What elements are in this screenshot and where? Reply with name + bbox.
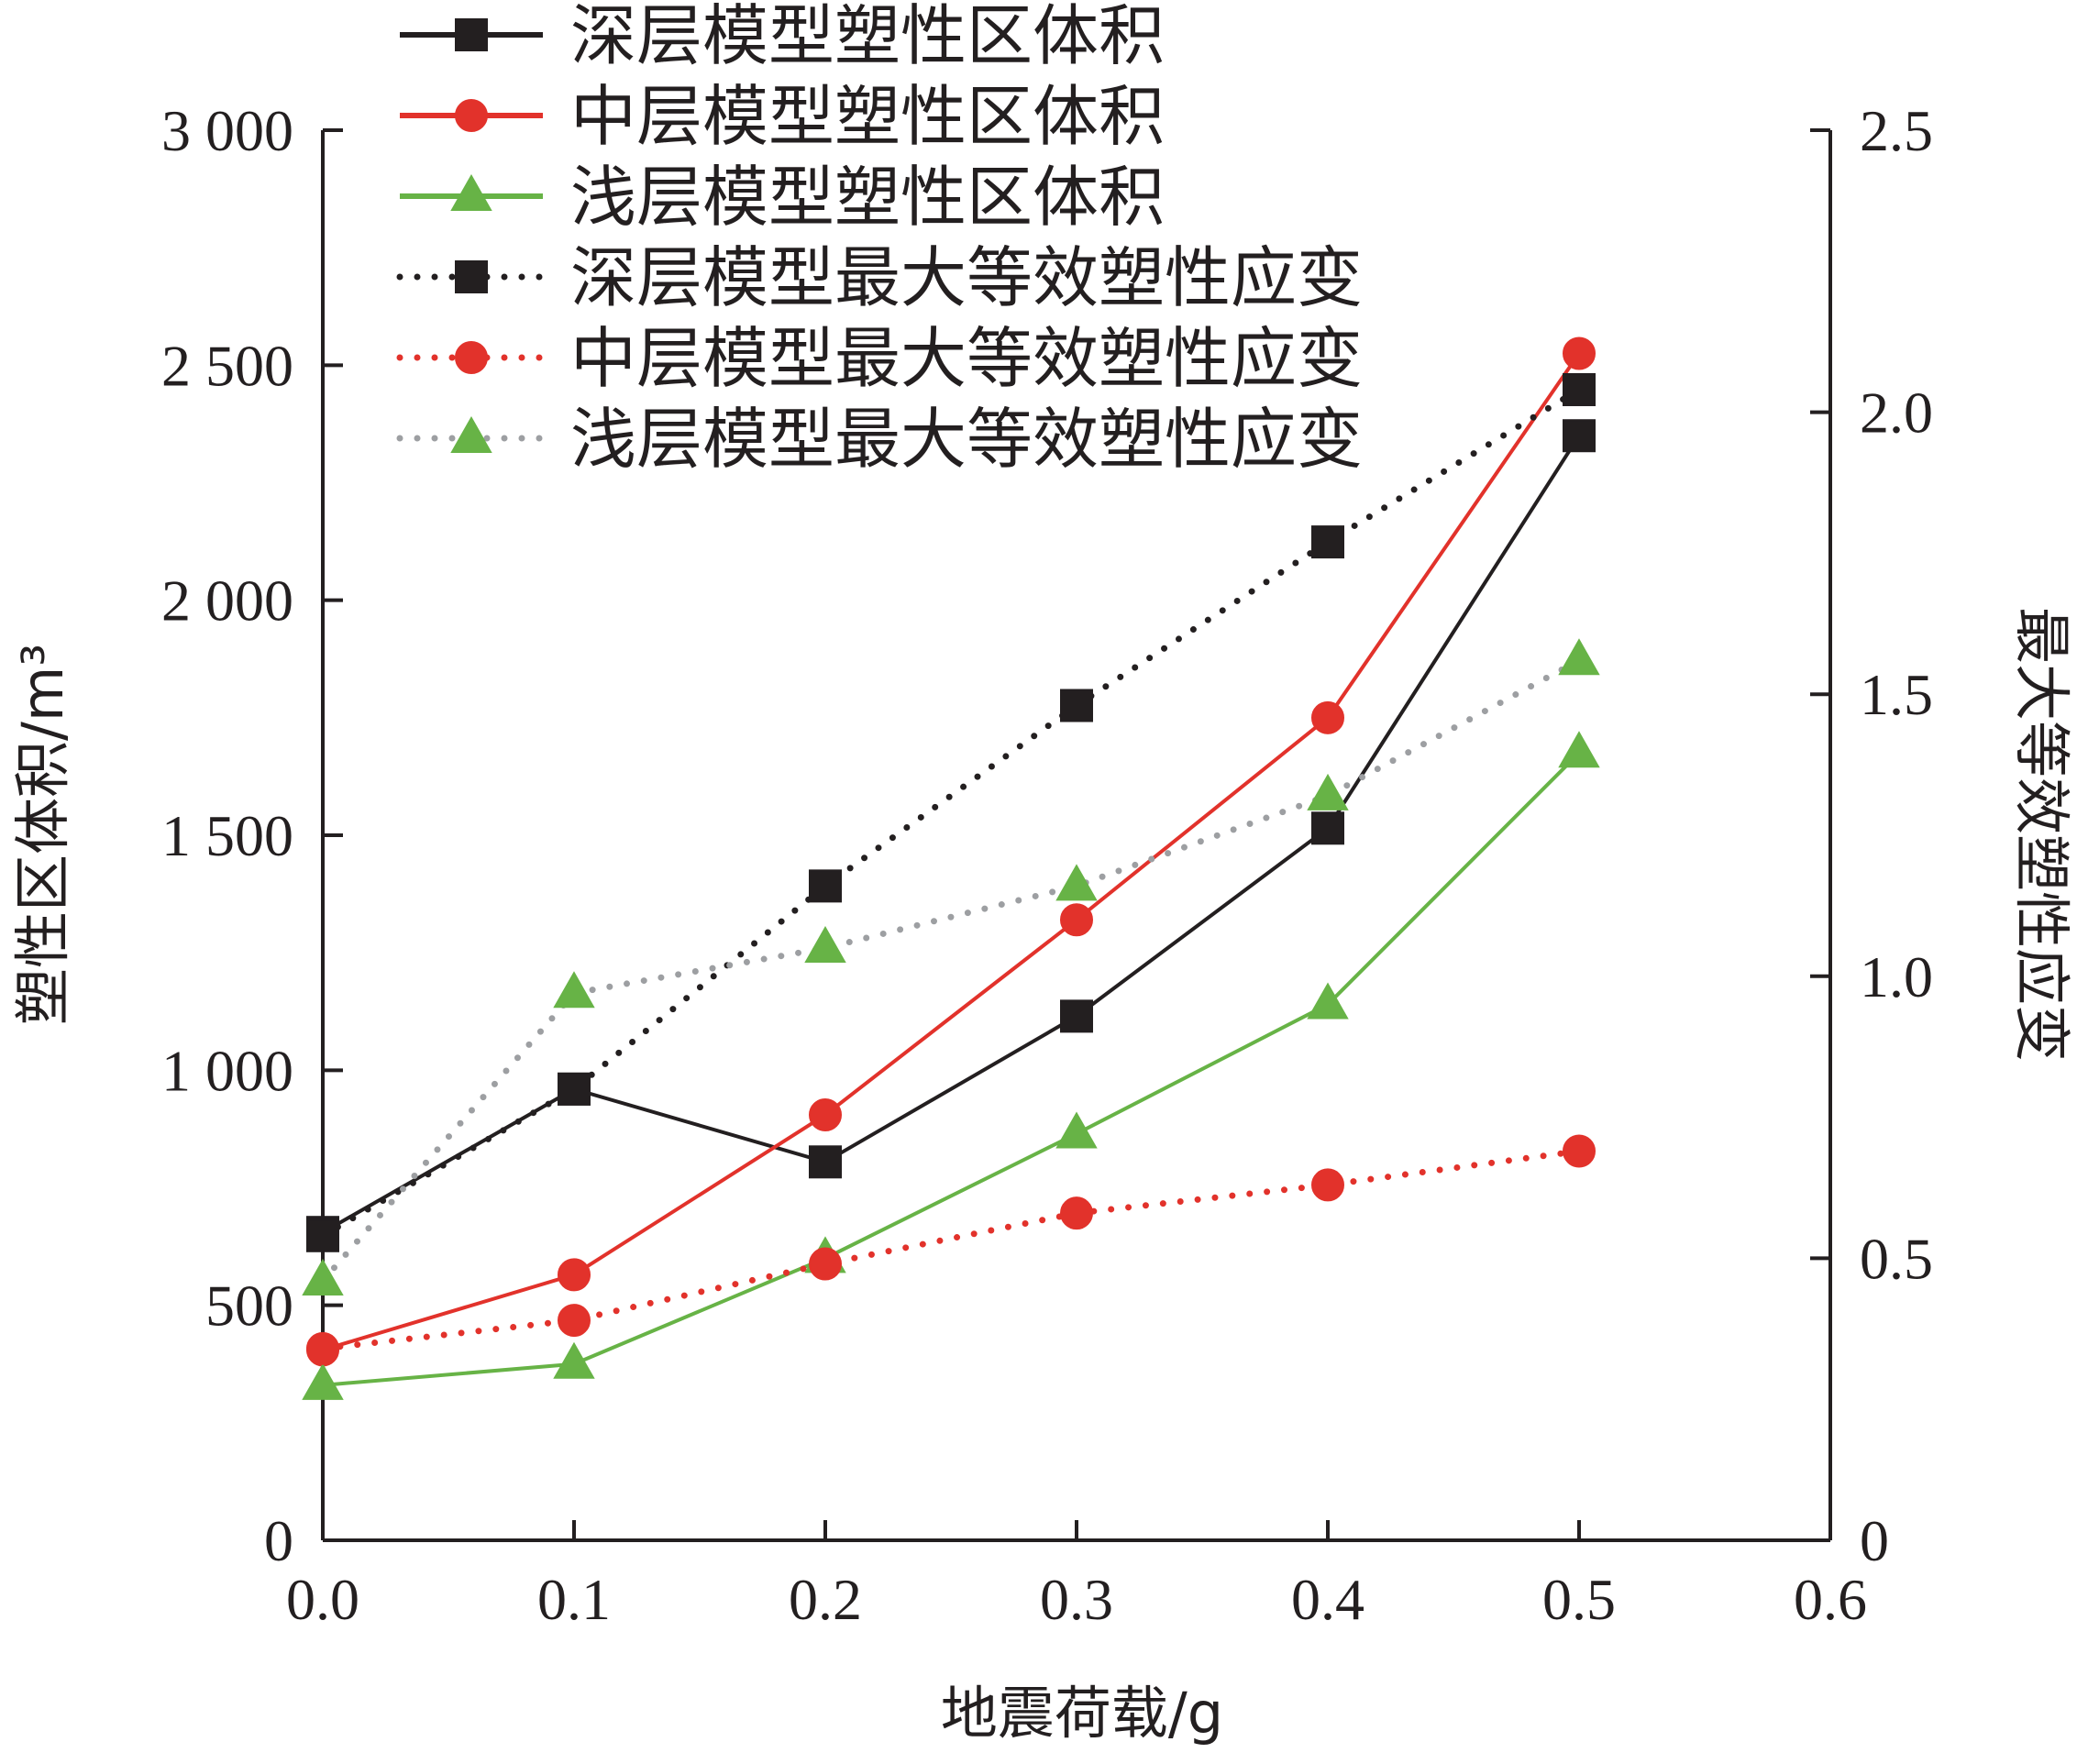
series-4-point (558, 1072, 591, 1106)
legend-marker (455, 99, 488, 132)
legend-label: 浅层模型最大等效塑性应变 (570, 401, 1363, 478)
legend-label: 深层模型塑性区体积 (570, 0, 1165, 74)
series-5-point (1563, 1134, 1596, 1168)
series-3-point (1307, 982, 1349, 1020)
series-6-point (804, 926, 846, 964)
series-4-point (1060, 689, 1093, 722)
series-4-point (809, 869, 842, 903)
series-lines (319, 352, 1583, 1387)
series-1-point (1060, 999, 1093, 1033)
series-2-point (1060, 903, 1093, 937)
y-tick-label: 3 000 (161, 98, 293, 163)
x-tick-label: 0.4 (1291, 1567, 1364, 1632)
legend-item: 中层模型塑性区体积 (400, 78, 1165, 155)
legend-item: 深层模型最大等效塑性应变 (396, 239, 1363, 316)
x-ticks: 0.0 0.1 0.2 0.3 0.4 0.5 0.6 (286, 1520, 1867, 1632)
series-5-point (1060, 1196, 1093, 1230)
series-2-point (1311, 700, 1344, 734)
series-2-point (1563, 336, 1596, 370)
series-5-point (1311, 1168, 1344, 1202)
legend-item: 浅层模型最大等效塑性应变 (396, 401, 1363, 478)
series-3-point (1055, 1111, 1098, 1149)
series-4-point (1563, 372, 1596, 406)
series-3-point (1558, 731, 1600, 768)
legend-marker (455, 18, 488, 51)
legend-label: 中层模型最大等效塑性应变 (570, 320, 1363, 397)
y-axis-title: 塑性区体积/m³ (9, 644, 76, 1025)
legend-marker (450, 173, 492, 211)
series-line-6 (319, 656, 1583, 1284)
series-5-point (306, 1331, 339, 1365)
legend-label: 深层模型最大等效塑性应变 (570, 239, 1363, 316)
series-6-point (1558, 638, 1600, 676)
x-axis-title: 地震荷载/g (941, 1680, 1223, 1747)
legend-marker (455, 260, 488, 293)
y-tick-label: 500 (205, 1273, 293, 1339)
legend-marker (450, 415, 492, 453)
series-4-point (306, 1218, 339, 1252)
series-5-point (809, 1247, 842, 1281)
x-tick-label: 0.3 (1040, 1567, 1113, 1632)
legend-item: 中层模型最大等效塑性应变 (396, 320, 1363, 397)
y2-axis-title: 最大等效塑性应变 (2008, 607, 2075, 1062)
x-tick-label: 0.6 (1794, 1567, 1867, 1632)
y2-tick-label: 0.5 (1860, 1226, 1933, 1291)
series-6-point (1307, 773, 1349, 810)
legend-marker (455, 341, 488, 374)
x-tick-label: 0.1 (537, 1567, 611, 1632)
series-1-point (809, 1145, 842, 1179)
legend-item: 浅层模型塑性区体积 (400, 159, 1165, 236)
y2-tick-label: 1.0 (1860, 944, 1933, 1009)
x-tick-label: 0.5 (1542, 1567, 1616, 1632)
legend: 深层模型塑性区体积中层模型塑性区体积浅层模型塑性区体积深层模型最大等效塑性应变中… (396, 0, 1363, 478)
x-tick-label: 0.2 (789, 1567, 862, 1632)
series-6-point (302, 1258, 344, 1296)
y2-tick-label: 2.5 (1860, 98, 1933, 163)
y-tick-label: 0 (264, 1508, 293, 1573)
series-line-1 (322, 435, 1581, 1234)
y-tick-label: 1 000 (161, 1038, 293, 1103)
series-6-point (553, 971, 595, 1009)
series-line-4 (319, 386, 1583, 1240)
y2-ticks: 0 0.5 1.0 1.5 2.0 2.5 (1810, 98, 1933, 1573)
series-3-point (302, 1362, 344, 1400)
legend-label: 浅层模型塑性区体积 (570, 159, 1165, 236)
series-4-point (1311, 525, 1344, 559)
series-line-5 (319, 1148, 1583, 1352)
series-3-point (553, 1341, 595, 1379)
series-6-point (1055, 864, 1098, 901)
series-5-point (558, 1304, 591, 1338)
series-line-2 (322, 352, 1581, 1352)
y2-tick-label: 0 (1860, 1508, 1889, 1573)
y2-tick-label: 2.0 (1860, 380, 1933, 446)
legend-item: 深层模型塑性区体积 (400, 0, 1165, 74)
series-line-3 (322, 751, 1581, 1387)
series-layer (302, 336, 1600, 1400)
y-ticks: 0 500 1 000 1 500 2 000 2 500 3 000 (161, 98, 343, 1573)
x-tick-label: 0.0 (286, 1567, 359, 1632)
series-1-point (1563, 419, 1596, 453)
y-tick-label: 1 500 (161, 803, 293, 868)
y-tick-label: 2 500 (161, 333, 293, 398)
series-markers (302, 336, 1600, 1400)
series-2-point (809, 1098, 842, 1132)
y-tick-label: 2 000 (161, 568, 293, 634)
legend-label: 中层模型塑性区体积 (570, 78, 1165, 155)
y2-tick-label: 1.5 (1860, 662, 1933, 727)
series-1-point (1311, 811, 1344, 845)
series-2-point (558, 1258, 591, 1292)
